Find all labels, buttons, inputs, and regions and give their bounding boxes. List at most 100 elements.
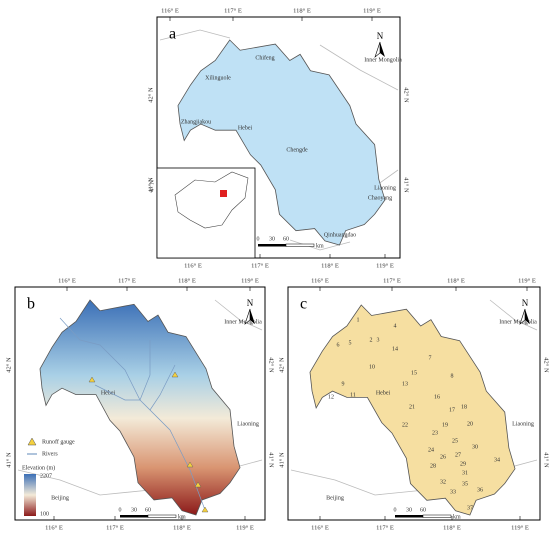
- bottom-tick-label: 116° E: [184, 262, 202, 269]
- place-label: Inner Mongolia: [364, 57, 402, 63]
- panel-label: a: [169, 26, 176, 43]
- scale-bar: [120, 515, 148, 518]
- subbasin-label: 12: [328, 394, 334, 400]
- china-outline: [174, 171, 249, 229]
- north-arrow: [525, 309, 530, 324]
- subbasin-label: 4: [394, 323, 397, 329]
- subbasin-label: 2: [370, 337, 373, 343]
- province-border: [319, 44, 399, 91]
- left-tick-label: 42° N: [5, 357, 12, 373]
- subbasin-label: 25: [452, 438, 458, 444]
- top-tick-label: 119° E: [518, 277, 536, 284]
- place-label: Inner Mongolia: [224, 319, 262, 325]
- subbasin-label: 36: [477, 487, 483, 493]
- place-label: Qinhuangdao: [324, 232, 356, 238]
- subbasin-label: 24: [428, 447, 434, 453]
- place-label: Liaoning: [512, 421, 534, 427]
- subbasin-label: 1: [357, 317, 360, 323]
- north-label: N: [377, 31, 384, 41]
- subbasin-label: 18: [461, 404, 467, 410]
- scale-bar: [285, 243, 315, 247]
- bottom-tick-label: 117° E: [376, 524, 394, 531]
- right-tick-label: 41° N: [268, 452, 275, 468]
- place-label: Inner Mongolia: [499, 319, 537, 325]
- scale-unit: km: [178, 514, 186, 520]
- top-tick-label: 117° E: [118, 277, 136, 284]
- study-area: [220, 190, 227, 197]
- province-border: [214, 299, 263, 331]
- place-label: Beijing: [51, 495, 69, 501]
- subbasin-label: 28: [430, 463, 436, 469]
- subbasin-label: 33: [450, 489, 456, 495]
- top-tick-label: 116° E: [58, 277, 76, 284]
- subbasin-label: 7: [429, 355, 432, 361]
- bottom-tick-label: 118° E: [173, 524, 191, 531]
- basin: [39, 299, 241, 516]
- legend-label: Runoff gauge: [42, 438, 75, 445]
- bottom-tick-label: 118° E: [321, 262, 339, 269]
- north-arrow: [250, 309, 255, 324]
- place-label: Beijing: [326, 495, 344, 501]
- legend-max: 2207: [40, 473, 52, 479]
- legend-title: Elevation (m): [22, 464, 55, 471]
- subbasin-label: 11: [350, 392, 356, 398]
- left-tick-label: 42° N: [278, 357, 285, 373]
- gauge-marker: [171, 371, 179, 378]
- subbasin-label: 27: [455, 452, 461, 458]
- inset-tick-label: 4° N: [148, 180, 155, 192]
- subbasin-label: 19: [442, 422, 448, 428]
- place-label: Chifeng: [255, 54, 274, 61]
- elevation-bar: [24, 474, 36, 516]
- bottom-tick-label: 119° E: [511, 524, 529, 531]
- scale-label: 0: [119, 507, 122, 513]
- bottom-tick-label: 117° E: [106, 524, 124, 531]
- legend-gauge: [27, 437, 37, 446]
- gauge-marker: [194, 481, 202, 488]
- subbasin-label: 20: [467, 421, 473, 427]
- right-tick-label: 42° N: [268, 357, 275, 373]
- bottom-tick-label: 117° E: [251, 262, 269, 269]
- bottom-tick-label: 119° E: [376, 262, 394, 269]
- subbasin-label: 32: [440, 479, 446, 485]
- place-label: Liaoning: [374, 185, 396, 191]
- north-arrow: [244, 308, 251, 325]
- scale-bar: [147, 514, 177, 518]
- legend-label: Rivers: [42, 451, 58, 457]
- bottom-tick-label: 116° E: [311, 524, 329, 531]
- scale-bar: [395, 515, 423, 518]
- subbasin-label: 8: [451, 373, 454, 379]
- place-label: Hebei: [101, 390, 116, 396]
- subbasin-label: 23: [432, 430, 438, 436]
- top-tick-label: 118° E: [293, 7, 311, 14]
- scale-label: 0: [257, 236, 260, 242]
- left-tick-label: 41° N: [5, 452, 12, 468]
- river: [149, 364, 176, 411]
- scale-label: 60: [145, 507, 151, 513]
- north-label: N: [247, 298, 254, 308]
- top-tick-label: 118° E: [447, 277, 465, 284]
- subbasin-label: 35: [462, 481, 468, 487]
- subbasin-label: 14: [392, 346, 398, 352]
- top-tick-label: 117° E: [224, 7, 242, 14]
- north-label: N: [522, 298, 529, 308]
- province-border: [290, 469, 426, 496]
- scale-label: 30: [131, 507, 137, 513]
- north-arrow: [374, 41, 381, 58]
- north-arrow: [380, 42, 385, 57]
- subbasin-label: 9: [342, 381, 345, 387]
- subbasin-label: 37: [467, 505, 473, 511]
- top-tick-label: 119° E: [363, 7, 381, 14]
- subbasin-label: 29: [460, 461, 466, 467]
- top-tick-label: 117° E: [383, 277, 401, 284]
- subbasin-label: 5: [349, 340, 352, 346]
- province-border: [159, 29, 231, 41]
- province-border: [17, 469, 151, 496]
- panel-label: c: [300, 296, 307, 313]
- subbasin-label: 10: [369, 364, 375, 370]
- subbasin-label: 34: [494, 457, 500, 463]
- scale-label: 30: [269, 236, 275, 242]
- scale-unit: km: [316, 243, 324, 249]
- place-label: Xilinguole: [205, 75, 231, 81]
- place-label: Hebei: [376, 390, 391, 396]
- legend-min: 100: [40, 511, 49, 517]
